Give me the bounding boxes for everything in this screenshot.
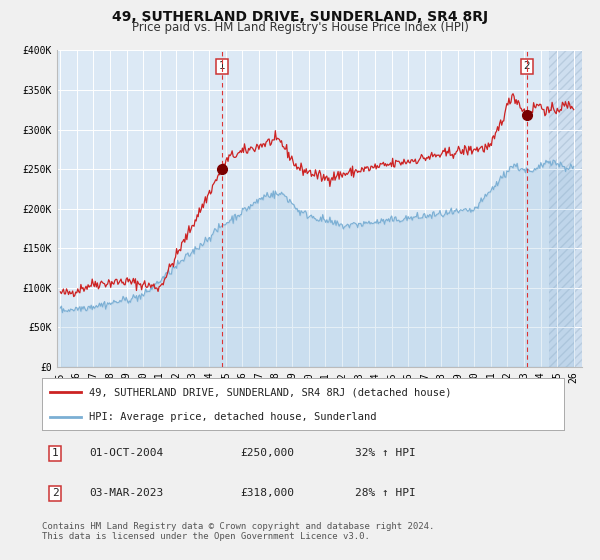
- Text: £318,000: £318,000: [241, 488, 295, 498]
- Text: 03-MAR-2023: 03-MAR-2023: [89, 488, 163, 498]
- Text: HPI: Average price, detached house, Sunderland: HPI: Average price, detached house, Sund…: [89, 412, 376, 422]
- Bar: [549, 50, 599, 367]
- Text: 1: 1: [218, 61, 225, 71]
- Text: 32% ↑ HPI: 32% ↑ HPI: [355, 449, 416, 458]
- Text: £250,000: £250,000: [241, 449, 295, 458]
- Text: Contains HM Land Registry data © Crown copyright and database right 2024.
This d: Contains HM Land Registry data © Crown c…: [42, 522, 434, 542]
- Text: 2: 2: [52, 488, 58, 498]
- Text: 28% ↑ HPI: 28% ↑ HPI: [355, 488, 416, 498]
- Text: 1: 1: [52, 449, 58, 458]
- Text: Price paid vs. HM Land Registry's House Price Index (HPI): Price paid vs. HM Land Registry's House …: [131, 21, 469, 34]
- Text: 2: 2: [524, 61, 530, 71]
- Text: 49, SUTHERLAND DRIVE, SUNDERLAND, SR4 8RJ (detached house): 49, SUTHERLAND DRIVE, SUNDERLAND, SR4 8R…: [89, 388, 451, 398]
- Text: 01-OCT-2004: 01-OCT-2004: [89, 449, 163, 458]
- Text: 49, SUTHERLAND DRIVE, SUNDERLAND, SR4 8RJ: 49, SUTHERLAND DRIVE, SUNDERLAND, SR4 8R…: [112, 10, 488, 24]
